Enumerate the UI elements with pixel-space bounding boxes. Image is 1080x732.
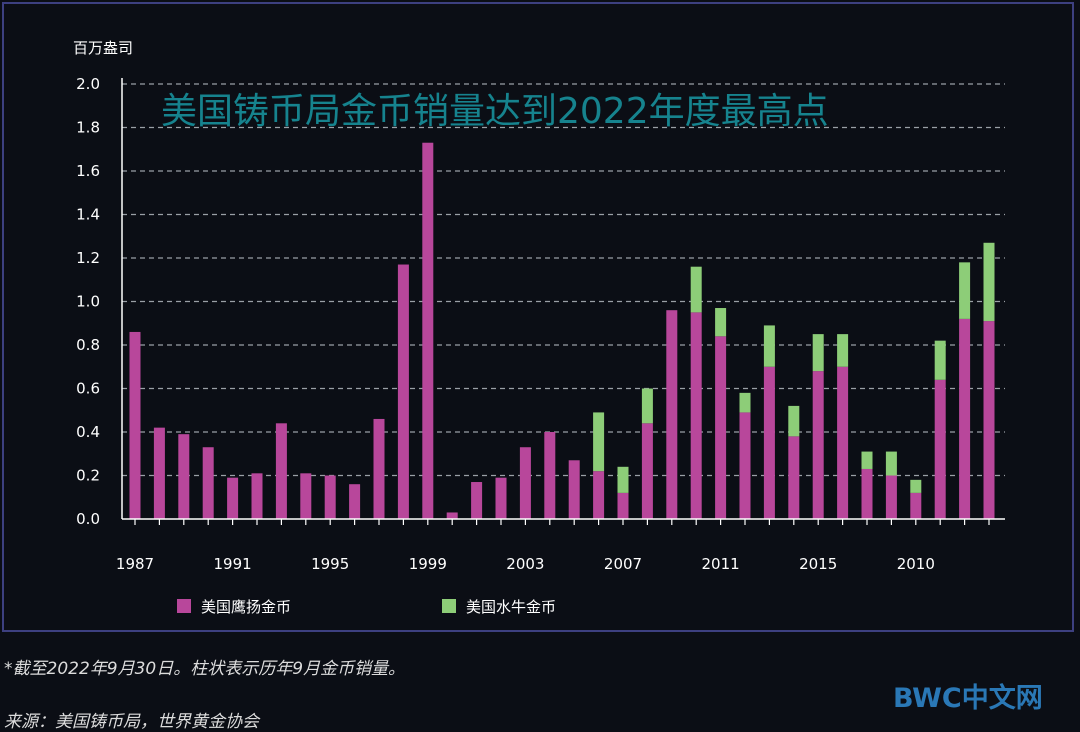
y-tick-label: 1.2	[76, 249, 100, 267]
legend-label: 美国水牛金币	[466, 598, 556, 616]
buffalo-bar	[788, 405, 800, 437]
eagle-bar	[641, 423, 653, 519]
x-tick-label: 1991	[214, 555, 252, 573]
y-tick-label: 0.0	[76, 510, 100, 528]
chart-title: 美国铸币局金币销量达到2022年度最高点	[161, 91, 829, 132]
axes	[121, 78, 1005, 525]
buffalo-bar	[715, 308, 727, 337]
buffalo-bar	[763, 325, 775, 367]
eagle-bar	[178, 434, 190, 519]
eagle-bar	[690, 312, 702, 519]
x-tick-label: 2010	[897, 555, 935, 573]
eagle-bar	[983, 321, 995, 519]
bars	[129, 142, 995, 519]
buffalo-bar	[812, 334, 824, 372]
eagle-bar	[763, 366, 775, 519]
buffalo-bar	[690, 266, 702, 313]
buffalo-bar	[641, 388, 653, 424]
buffalo-bar	[934, 340, 946, 380]
eagle-bar	[885, 475, 897, 519]
y-tick-label: 1.6	[76, 162, 100, 180]
x-tick-label: 1999	[409, 555, 447, 573]
y-tick-label: 0.2	[76, 467, 100, 485]
eagle-bar	[544, 432, 556, 519]
eagle-bar	[349, 484, 361, 519]
watermark: BWC中文网	[893, 683, 1043, 714]
eagle-bar	[568, 460, 580, 519]
eagle-bar	[202, 447, 214, 519]
buffalo-bar	[959, 262, 971, 319]
eagle-bar	[715, 336, 727, 519]
buffalo-bar	[739, 392, 751, 413]
x-tick-label: 1987	[116, 555, 154, 573]
eagle-bar	[251, 473, 263, 519]
eagle-bar	[861, 468, 873, 519]
x-tick-labels: 1987 1991 1995 1999 2003 2007 2011 2015 2010	[116, 555, 935, 573]
y-tick-label: 1.0	[76, 293, 100, 311]
eagle-bar	[739, 412, 751, 519]
y-tick-label: 0.4	[76, 423, 100, 441]
eagle-bar	[471, 482, 483, 519]
legend-swatch	[442, 599, 456, 613]
legend: 美国鹰扬金币 美国水牛金币	[177, 598, 556, 616]
buffalo-bar	[617, 466, 629, 493]
eagle-bar	[324, 475, 336, 519]
bar-chart: 百万盎司 美国铸币局金币销量达到2022年度最高点 0.00.20.40.60.…	[73, 39, 1005, 616]
legend-swatch	[177, 599, 191, 613]
eagle-bar	[837, 366, 849, 519]
y-axis-label: 百万盎司	[73, 39, 133, 57]
eagle-bar	[910, 492, 922, 519]
chart-frame	[2, 2, 1074, 632]
eagle-bar	[275, 423, 287, 519]
y-tick-label: 0.8	[76, 336, 100, 354]
eagle-bar	[495, 477, 507, 519]
eagle-bar	[422, 142, 434, 519]
eagle-bar	[934, 379, 946, 519]
y-tick-label: 0.6	[76, 380, 100, 398]
y-tick-label: 1.8	[76, 119, 100, 137]
eagle-bar	[300, 473, 312, 519]
y-tick-label: 1.4	[76, 206, 100, 224]
eagle-bar	[153, 427, 165, 519]
eagle-bar	[788, 436, 800, 519]
buffalo-bar	[861, 451, 873, 469]
eagle-bar	[959, 318, 971, 519]
eagle-bar	[519, 447, 531, 519]
eagle-bar	[812, 371, 824, 519]
eagle-bar	[617, 492, 629, 519]
buffalo-bar	[593, 412, 605, 472]
eagle-bar	[446, 512, 458, 519]
grid-lines	[122, 83, 1005, 477]
buffalo-bar	[837, 334, 849, 367]
buffalo-bar	[885, 451, 897, 476]
eagle-bar	[227, 477, 239, 519]
source-note: 来源：美国铸币局，世界黄金协会	[4, 712, 259, 732]
x-tick-label: 2007	[604, 555, 642, 573]
footnote: *截至2022年9月30日。柱状表示历年9月金币销量。	[4, 659, 406, 679]
eagle-bar	[397, 264, 409, 519]
eagle-bar	[593, 471, 605, 519]
y-tick-labels: 0.0 0.2 0.4 0.6 0.8 1.0 1.2 1.4 1.6 1.8 2.0	[76, 75, 100, 528]
y-tick-label: 2.0	[76, 75, 100, 93]
x-tick-label: 2003	[506, 555, 544, 573]
x-tick-label: 1995	[311, 555, 349, 573]
x-tick-label: 2011	[702, 555, 740, 573]
buffalo-bar	[983, 242, 995, 322]
buffalo-bar	[910, 479, 922, 493]
x-tick-label: 2015	[799, 555, 837, 573]
eagle-bar	[373, 418, 385, 519]
eagle-bar	[129, 331, 141, 519]
legend-label: 美国鹰扬金币	[201, 598, 291, 616]
eagle-bar	[666, 310, 678, 519]
